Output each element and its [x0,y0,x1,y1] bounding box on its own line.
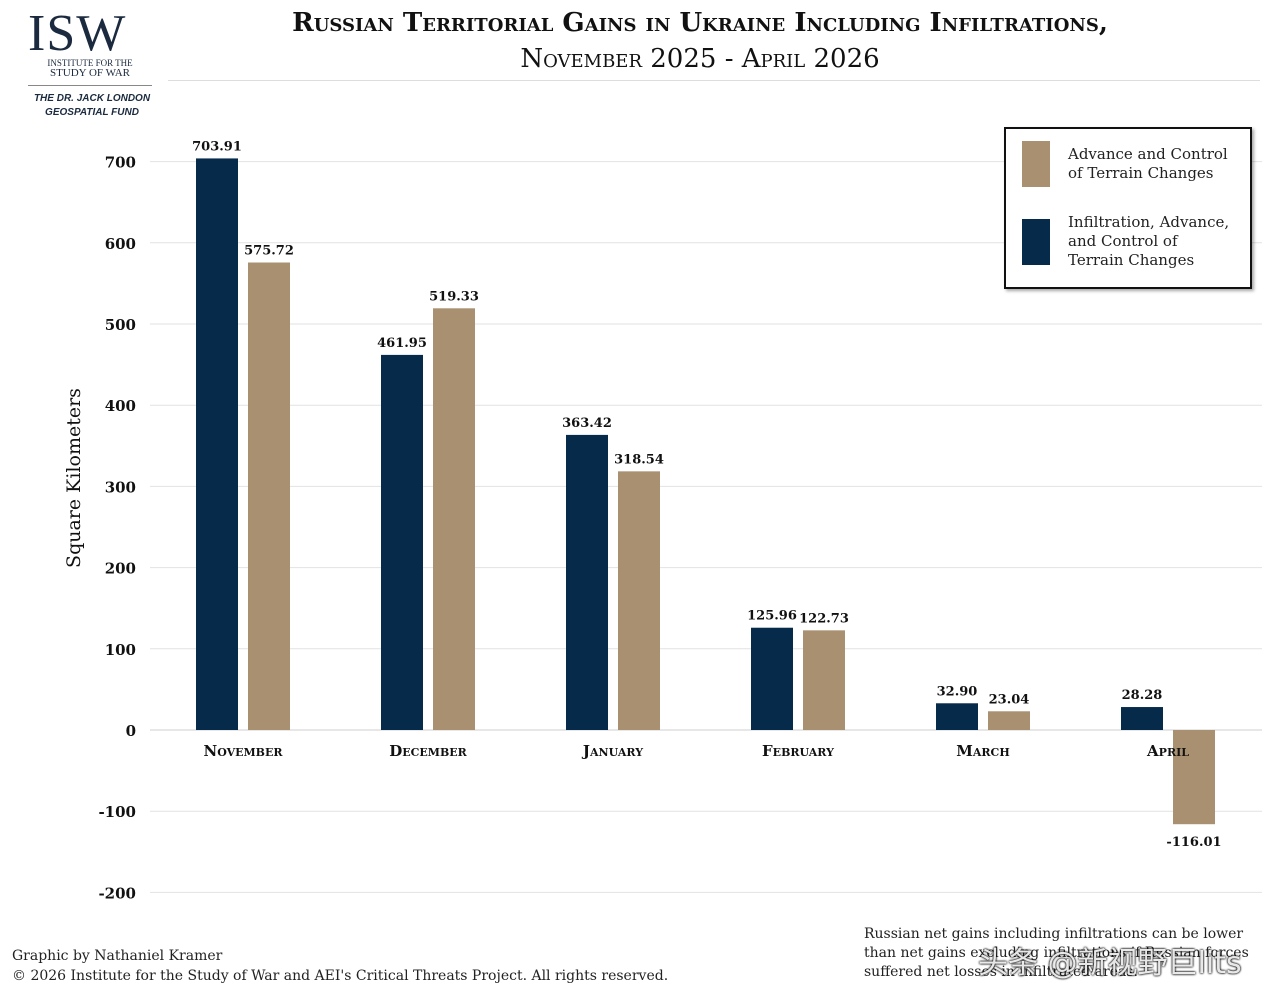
bar-advance [988,711,1030,730]
category-label: December [389,742,467,760]
chart-subtitle: November 2025 - April 2026 [520,44,880,74]
bar-value-label: 23.04 [989,692,1030,707]
category-label: April [1146,742,1189,760]
bar-infiltration [751,627,793,730]
bar-infiltration [936,703,978,730]
bar-value-label: 461.95 [377,336,427,351]
bar-value-label: 519.33 [429,289,479,304]
bar-value-label: 363.42 [562,416,612,431]
category-label: January [581,742,643,760]
bar-infiltration [566,434,608,730]
copyright-notice: © 2026 Institute for the Study of War an… [12,968,669,984]
chart-legend: Advance and Control of Terrain Changes I… [1004,127,1252,289]
bar-value-label: 122.73 [799,611,849,626]
logo-divider [28,85,152,86]
bar-value-label: 575.72 [244,244,294,259]
y-axis-label: Square Kilometers [63,388,85,568]
fund-line2: GEOSPATIAL FUND [45,107,139,118]
legend-label-infiltration: Infiltration, Advance, and Control of Te… [1068,213,1238,270]
y-tick-label: 0 [126,722,136,740]
y-tick-label: 700 [105,154,136,172]
y-tick-label: -100 [98,803,136,821]
bar-value-label: 318.54 [614,452,664,467]
y-tick-label: 100 [105,641,136,659]
bar-value-label: 32.90 [937,684,978,699]
legend-item-advance: Advance and Control of Terrain Changes [1022,141,1238,187]
legend-swatch-tan [1022,141,1050,187]
bar-advance [618,471,660,730]
legend-swatch-navy [1022,218,1050,265]
title-divider [168,80,1260,81]
category-label: November [203,742,283,760]
watermark-text: 头条 @新视野巨lits [978,946,1242,981]
logo-mark: ISW [28,5,127,62]
y-tick-label: 500 [105,316,136,334]
category-label: February [762,742,834,760]
footer-note: Russian net gains including infiltration… [864,926,1249,980]
legend-advance-line1: Advance and Control [1068,145,1228,163]
logo-sub-line1: INSTITUTE FOR THE [47,58,133,68]
gridlines [150,161,1262,893]
bar-advance [248,262,290,730]
bar-infiltration [381,354,423,730]
footer-credits: Graphic by Nathaniel Kramer © 2026 Insti… [12,946,668,986]
bars [196,158,1215,825]
y-tick-label: 600 [105,235,136,253]
fund-line1: THE DR. JACK LONDON [33,93,151,104]
bar-infiltration [1121,707,1163,730]
legend-infiltration-line3: Terrain Changes [1068,251,1195,269]
bar-value-label: 703.91 [192,139,242,154]
y-tick-label: 400 [105,397,136,415]
legend-infiltration-line2: and Control of [1068,232,1178,250]
category-labels: November December January February March Apri… [203,742,1189,760]
bar-infiltration [196,158,238,731]
y-tick-label: 300 [105,478,136,496]
bar-advance [433,308,475,730]
legend-item-infiltration: Infiltration, Advance, and Control of Te… [1022,213,1238,270]
y-tick-label: 200 [105,560,136,578]
legend-infiltration-line1: Infiltration, Advance, [1068,213,1230,231]
chart-title: Russian Territorial Gains in Ukraine Inc… [292,8,1108,38]
fund-credit: THE DR. JACK LONDON GEOSPATIAL FUND [18,92,166,120]
legend-advance-line2: of Terrain Changes [1068,164,1214,182]
value-labels: 703.91 575.72 461.95 519.33 363.42 318.54 125.… [192,139,1221,850]
bar-advance [1173,730,1215,825]
category-label: March [956,742,1009,760]
bar-advance [803,630,845,730]
bar-value-label: 28.28 [1122,688,1163,703]
bar-value-label: 125.96 [747,609,797,624]
bar-value-label: -116.01 [1166,835,1221,850]
logo-sub-line2: STUDY OF WAR [49,67,131,79]
graphic-credit: Graphic by Nathaniel Kramer [12,948,223,964]
y-tick-label: -200 [98,884,136,902]
y-tick-labels: -200 -100 0 100 200 300 400 500 600 700 [98,154,136,903]
isw-logo: ISW INSTITUTE FOR THE STUDY OF WAR [28,5,152,90]
legend-label-advance: Advance and Control of Terrain Changes [1068,145,1238,183]
